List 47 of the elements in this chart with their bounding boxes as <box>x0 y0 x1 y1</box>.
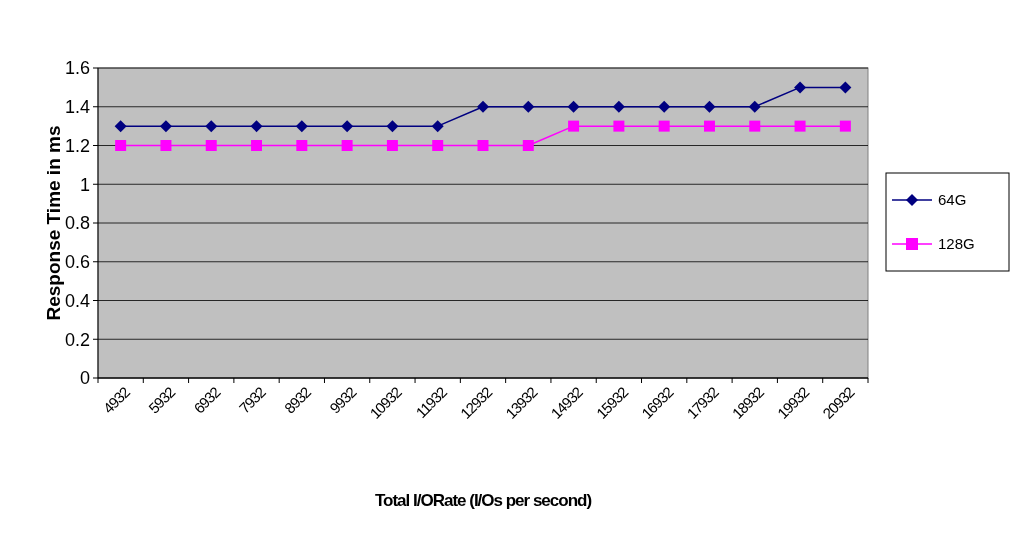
point <box>748 100 761 113</box>
point <box>839 120 851 132</box>
point <box>114 120 127 133</box>
point <box>205 120 218 133</box>
point <box>522 100 535 113</box>
y-tick-label: 0.8 <box>64 213 90 234</box>
x-axis-title: Total I/ORate (I/Os per second) <box>374 491 592 510</box>
point <box>703 120 715 132</box>
point <box>658 120 670 132</box>
point <box>567 100 580 113</box>
point <box>794 81 807 94</box>
y-tick-label: 1 <box>79 174 90 195</box>
y-tick-label: 0.6 <box>64 252 90 273</box>
point <box>341 140 353 151</box>
point <box>251 140 263 151</box>
y-tick-label: 0.2 <box>64 329 90 350</box>
point <box>477 140 489 151</box>
y-tick-label: 1.2 <box>64 135 90 156</box>
point <box>205 140 217 151</box>
y-tick-label: 0.4 <box>64 290 90 311</box>
point <box>839 81 852 94</box>
point <box>794 120 806 132</box>
point <box>296 140 308 151</box>
point <box>522 140 534 151</box>
point <box>295 120 308 133</box>
point <box>612 100 625 113</box>
y-tick-label: 1.4 <box>64 97 90 118</box>
legend-label: 64G <box>938 191 967 209</box>
point <box>703 100 716 113</box>
point <box>477 100 489 113</box>
point <box>250 120 263 133</box>
point <box>115 140 127 151</box>
point <box>341 120 354 133</box>
point <box>749 120 761 132</box>
y-axis-title: Response Time in ms <box>43 125 64 321</box>
point <box>160 140 172 151</box>
point <box>386 120 399 133</box>
legend-label: 128G <box>938 235 975 253</box>
point <box>432 140 444 151</box>
y-tick-label: 0 <box>79 368 90 389</box>
point <box>431 120 444 133</box>
point <box>159 120 172 133</box>
point <box>386 140 398 151</box>
point <box>568 120 580 132</box>
point <box>613 120 625 132</box>
point <box>658 100 671 113</box>
y-tick-label: 1.6 <box>64 58 90 79</box>
